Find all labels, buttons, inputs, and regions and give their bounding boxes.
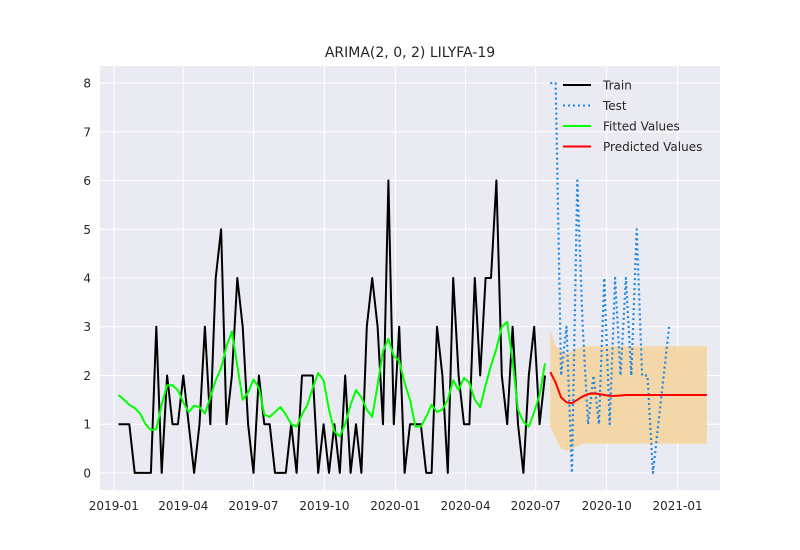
x-tick-label: 2020-10 (582, 499, 632, 513)
confidence-band (550, 329, 707, 451)
train-line (118, 179, 546, 474)
x-tick-label: 2021-01 (653, 499, 703, 513)
y-tick-label: 8 (83, 77, 91, 91)
legend-label-test: Test (602, 99, 627, 113)
x-tick-label: 2019-01 (89, 499, 139, 513)
y-tick-label: 3 (83, 320, 91, 334)
x-tick-label: 2019-07 (228, 499, 278, 513)
x-tick-label: 2020-07 (511, 499, 561, 513)
legend-label-fitted-values: Fitted Values (603, 120, 680, 134)
y-tick-label: 2 (83, 369, 91, 383)
x-tick-label: 2019-10 (299, 499, 349, 513)
y-tick-label: 0 (83, 466, 91, 480)
y-axis-ticks: 0 1 2 3 4 5 6 7 8 (83, 77, 91, 481)
y-tick-label: 6 (83, 174, 91, 188)
test-line (550, 81, 671, 474)
x-tick-label: 2020-01 (370, 499, 420, 513)
fitted-values-line (117, 320, 546, 438)
legend-label-predicted-values: Predicted Values (603, 140, 702, 154)
x-tick-label: 2019-04 (158, 499, 208, 513)
x-axis-ticks: 2019-01 2019-04 2019-07 2019-10 2020-01 2020-… (89, 499, 703, 513)
y-tick-label: 7 (83, 125, 91, 139)
confidence-band-area (550, 329, 707, 451)
legend-label-train: Train (602, 79, 632, 93)
chart-title: ARIMA(2, 0, 2) LILYFA-19 (325, 45, 495, 61)
y-tick-label: 4 (83, 272, 91, 286)
predicted-values-line (549, 371, 707, 405)
legend: Train Test Fitted Values Predicted Values (563, 79, 702, 154)
series-lines (117, 81, 707, 474)
x-tick-label: 2020-04 (440, 499, 490, 513)
y-tick-label: 5 (83, 223, 91, 237)
y-tick-label: 1 (83, 418, 91, 432)
